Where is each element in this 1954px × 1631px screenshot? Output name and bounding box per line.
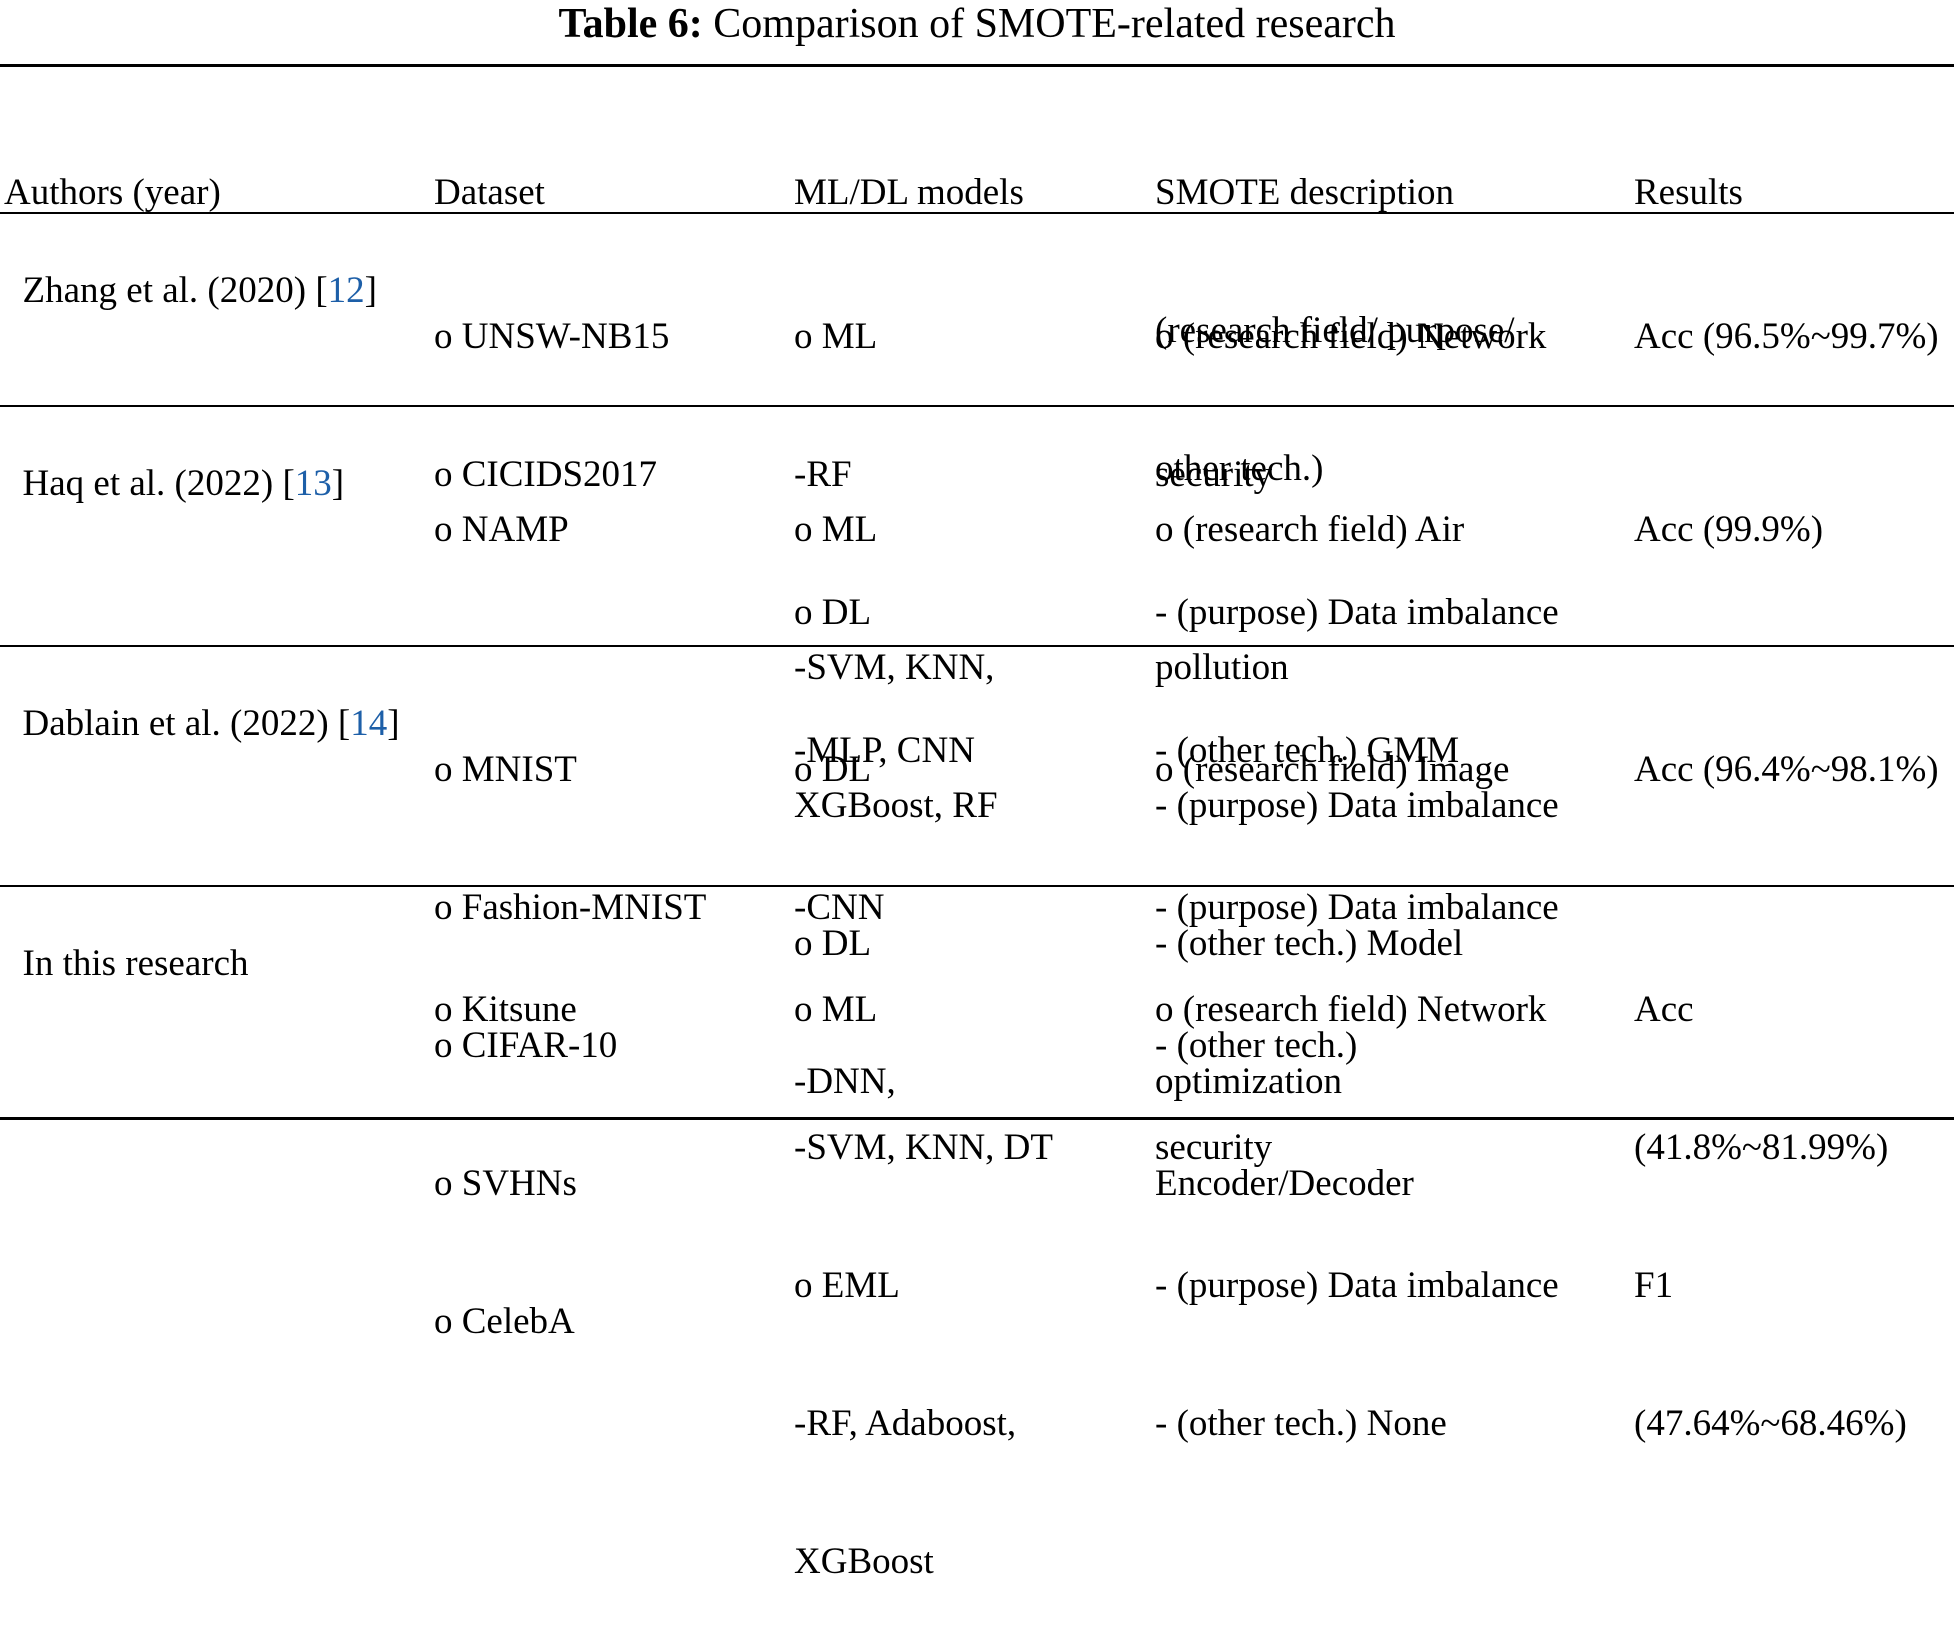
- row-2-results: Acc (99.9%): [1634, 509, 1824, 550]
- reference-link[interactable]: 14: [350, 703, 388, 744]
- row-2-smote: o (research field) Air pollution - (purp…: [1155, 509, 1559, 1102]
- header-smote-description: SMOTE description (research field/ purpo…: [1155, 172, 1515, 489]
- row-divider: [0, 405, 1954, 407]
- row-2-models: o ML -SVM, KNN, XGBoost, RF o DL -DNN,: [794, 509, 998, 1102]
- header-authors: Authors (year): [4, 172, 221, 213]
- table-bottom-rule: [0, 1117, 1954, 1120]
- row-1-dataset: o UNSW-NB15 o CICIDS2017: [434, 316, 670, 495]
- header-results: Results: [1634, 172, 1743, 213]
- row-4-dataset: o Kitsune: [434, 989, 577, 1030]
- row-2-dataset: o NAMP: [434, 509, 569, 550]
- row-4-models: o ML -SVM, KNN, DT o EML -RF, Adaboost, …: [794, 989, 1053, 1582]
- row-divider: [0, 885, 1954, 887]
- reference-link[interactable]: 13: [294, 463, 332, 504]
- row-3-author: Dablain et al. (2022) [14]: [22, 703, 400, 744]
- row-4-results: Acc (41.8%~81.99%) F1 (47.64%~68.46%): [1634, 989, 1907, 1444]
- row-1-results: Acc (96.5%~99.7%): [1634, 316, 1939, 357]
- reference-link[interactable]: 12: [327, 270, 365, 311]
- table-caption-label: Table 6:: [558, 1, 703, 47]
- header-dataset: Dataset: [434, 172, 545, 213]
- row-1-smote: o (research field) Network security - (p…: [1155, 316, 1559, 771]
- row-2-author: Haq et al. (2022) [13]: [22, 463, 345, 504]
- row-3-models: o DL -CNN: [794, 749, 885, 928]
- table-caption-text: Comparison of SMOTE-related research: [713, 1, 1396, 47]
- row-divider: [0, 645, 1954, 647]
- header-bottom-rule: [0, 212, 1954, 214]
- row-3-results: Acc (96.4%~98.1%): [1634, 749, 1939, 790]
- header-models: ML/DL models: [794, 172, 1024, 213]
- row-4-author: In this research: [22, 943, 249, 984]
- table-top-rule: [0, 64, 1954, 67]
- table-caption: Table 6: Comparison of SMOTE-related res…: [0, 0, 1954, 48]
- row-1-author: Zhang et al. (2020) [12]: [22, 270, 377, 311]
- row-1-models: o ML -RF o DL -MLP, CNN: [794, 316, 975, 771]
- row-4-smote: o (research field) Network security - (p…: [1155, 989, 1559, 1444]
